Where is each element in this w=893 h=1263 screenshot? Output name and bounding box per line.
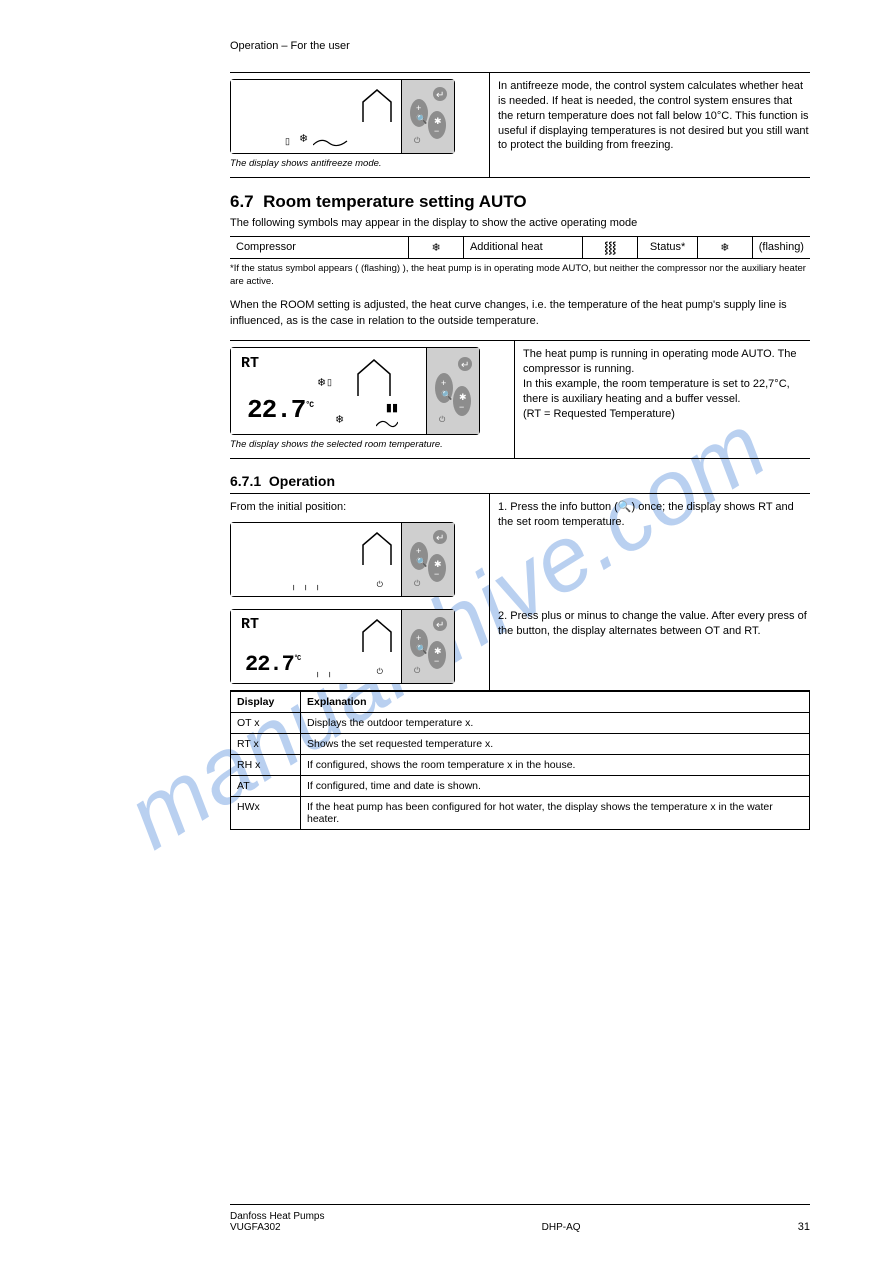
device-keypad: ↵ + 🔍 ✱ − ⏻ — [402, 523, 454, 596]
svg-text:⏻: ⏻ — [414, 136, 421, 145]
svg-text:⏻: ⏻ — [414, 666, 421, 675]
svg-text:⏻: ⏻ — [414, 579, 421, 588]
device-display-rt: RT 22.7°C ▯ ❄ ❄ ▮▮ — [230, 347, 480, 435]
table-head-explanation: Explanation — [301, 692, 810, 713]
svg-text:+: + — [416, 546, 421, 556]
section-title-6-7-1: 6.7.1 Operation — [230, 473, 810, 489]
row4-right-step1: 1. Press the info button (🔍) once; the d… — [490, 494, 810, 603]
row4-right-step2: 2. Press plus or minus to change the val… — [490, 603, 810, 690]
svg-text:🔍: 🔍 — [441, 389, 452, 400]
svg-text:🔍: 🔍 — [416, 643, 427, 654]
symbol-note: *If the status symbol appears ( (flashin… — [230, 263, 810, 289]
keypad-icons: ↵ + 🔍 ✱ − ⏻ — [427, 348, 479, 436]
svg-text:✱: ✱ — [459, 392, 467, 402]
table-row: RH xIf configured, shows the room temper… — [231, 755, 810, 776]
svg-text:↵: ↵ — [436, 533, 444, 544]
wavy-icon — [313, 135, 351, 149]
svg-text:🔍: 🔍 — [416, 113, 427, 124]
svg-text:−: − — [434, 656, 439, 666]
row4-left: From the initial position: ╷ ╷ ╷ ⏻ — [230, 494, 490, 603]
device-display-step2: RT 22.7°C ╷ ╷ ⏻ ↵ — [230, 609, 455, 684]
keypad-icons: ↵ + 🔍 ✱ − ⏻ — [402, 80, 454, 155]
svg-text:+: + — [416, 103, 421, 113]
table-row: RT xShows the set requested temperature … — [231, 734, 810, 755]
sym-status-label: Status* — [638, 237, 698, 258]
svg-text:↵: ↵ — [436, 620, 444, 631]
row1-right: In antifreeze mode, the control system c… — [490, 73, 810, 177]
symbols-intro: The following symbols may appear in the … — [230, 216, 810, 232]
device-display-antifreeze: ▯ ❄ ↵ + 🔍 — [230, 79, 455, 154]
house-icon — [354, 356, 394, 400]
sym-status-icon: ❄ — [698, 237, 753, 258]
page-number: 31 — [798, 1221, 810, 1233]
house-icon — [359, 616, 395, 656]
symbol-body: When the ROOM setting is adjusted, the h… — [230, 298, 810, 330]
svg-text:✱: ✱ — [434, 646, 442, 656]
table-row: HWxIf the heat pump has been configured … — [231, 797, 810, 830]
table-head-display: Display — [231, 692, 301, 713]
svg-text:↵: ↵ — [436, 90, 444, 101]
footer-left: Danfoss Heat Pumps VUGFA302 — [230, 1211, 325, 1233]
keypad-icons: ↵ + 🔍 ✱ − ⏻ — [402, 523, 454, 598]
svg-text:−: − — [459, 402, 464, 412]
device-display-step1: ╷ ╷ ╷ ⏻ ↵ + 🔍 ✱ — [230, 522, 455, 597]
house-icon — [359, 86, 395, 126]
table-header-row: Display Explanation — [231, 692, 810, 713]
row3-caption: The display shows the selected room temp… — [230, 439, 506, 452]
keypad-icons: ↵ + 🔍 ✱ − ⏻ — [402, 610, 454, 685]
table-row: ATIf configured, time and date is shown. — [231, 776, 810, 797]
svg-text:↵: ↵ — [461, 360, 469, 371]
row4-left-step2: RT 22.7°C ╷ ╷ ⏻ ↵ — [230, 603, 490, 690]
svg-text:+: + — [416, 633, 421, 643]
symbol-row: Compressor ❄ Additional heat ⸾⸾⸾ Status*… — [230, 237, 810, 258]
svg-text:−: − — [434, 126, 439, 136]
row3-left: RT 22.7°C ▯ ❄ ❄ ▮▮ — [230, 341, 515, 458]
svg-text:+: + — [441, 378, 446, 388]
device-keypad: ↵ + 🔍 ✱ − ⏻ — [402, 610, 454, 683]
device-keypad: ↵ + 🔍 ✱ − ⏻ — [402, 80, 454, 153]
page-footer: Danfoss Heat Pumps VUGFA302 DHP-AQ 31 — [230, 1204, 810, 1233]
sym-addheat-icon: ⸾⸾⸾ — [583, 237, 638, 258]
device-keypad: ↵ + 🔍 ✱ − ⏻ — [427, 348, 479, 434]
sym-status-extra: (flashing) — [753, 237, 810, 258]
svg-text:⏻: ⏻ — [439, 415, 446, 424]
row3-right: The heat pump is running in operating mo… — [515, 341, 810, 458]
footer-center: DHP-AQ — [542, 1222, 581, 1233]
row1-caption: The display shows antifreeze mode. — [230, 158, 481, 171]
display-explanation-table: Display Explanation OT xDisplays the out… — [230, 691, 810, 830]
svg-text:✱: ✱ — [434, 116, 442, 126]
wavy-icon — [376, 416, 398, 430]
page-header: Operation – For the user — [230, 0, 810, 56]
table-row: OT xDisplays the outdoor temperature x. — [231, 713, 810, 734]
svg-text:✱: ✱ — [434, 559, 442, 569]
sym-compressor-label: Compressor — [230, 237, 409, 258]
house-icon — [359, 529, 395, 569]
svg-text:🔍: 🔍 — [416, 556, 427, 567]
section-title-6-7: 6.7 Room temperature setting AUTO — [230, 192, 810, 212]
row1-left: ▯ ❄ ↵ + 🔍 — [230, 73, 490, 177]
svg-text:−: − — [434, 569, 439, 579]
sym-compressor-icon: ❄ — [409, 237, 464, 258]
sym-addheat-label: Additional heat — [464, 237, 583, 258]
